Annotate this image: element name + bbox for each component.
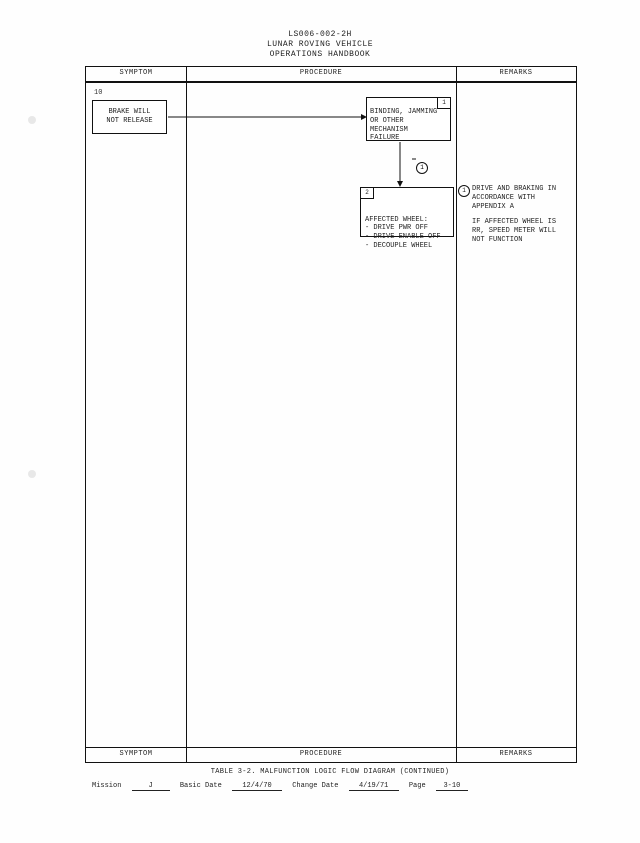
box1-text: BINDING, JAMMING OR OTHER MECHANISM FAIL… [370,108,447,143]
box-tag: 2 [360,187,374,199]
document-header: LS006-002-2H LUNAR ROVING VEHICLE OPERAT… [0,30,640,60]
punch-hole [28,470,36,478]
change-date-value: 4/19/71 [349,782,399,791]
mission-label: Mission [92,782,121,790]
remark-circle-icon: 1 [458,185,470,197]
mission-value: J [132,782,170,791]
table-caption: TABLE 3-2. MALFUNCTION LOGIC FLOW DIAGRA… [85,768,575,776]
remark-line-1: DRIVE AND BRAKING IN ACCORDANCE WITH APP… [472,185,570,212]
col-header-symptom: SYMPTOM [86,69,186,77]
punch-hole [28,116,36,124]
doc-title-2: OPERATIONS HANDBOOK [0,50,640,60]
column-divider [186,67,187,762]
page-label: Page [409,782,426,790]
procedure-box-2: 2 AFFECTED WHEEL: - DRIVE PWR OFF - DRIV… [360,187,454,237]
col-header-remarks: REMARKS [456,69,576,77]
item-number: 10 [94,89,102,97]
flow-arrows [86,67,576,762]
col-footer-remarks: REMARKS [456,750,576,758]
header-row: SYMPTOM PROCEDURE REMARKS [86,67,576,82]
doc-title-1: LUNAR ROVING VEHICLE [0,40,640,50]
basic-date-value: 12/4/70 [232,782,282,791]
col-footer-symptom: SYMPTOM [86,750,186,758]
symptom-box: BRAKE WILL NOT RELEASE [92,100,167,134]
symptom-text: BRAKE WILL NOT RELEASE [106,108,152,126]
table-frame: SYMPTOM PROCEDURE REMARKS SYMPTOM PROCED… [85,66,577,763]
box-tag: 1 [437,97,451,109]
footer-metadata: Mission J Basic Date 12/4/70 Change Date… [92,782,582,791]
remark-block: 1 DRIVE AND BRAKING IN ACCORDANCE WITH A… [472,185,570,246]
page: LS006-002-2H LUNAR ROVING VEHICLE OPERAT… [0,0,640,843]
col-header-procedure: PROCEDURE [186,69,456,77]
change-date-label: Change Date [292,782,338,790]
column-divider [456,67,457,762]
note-ref-circle: 1 [416,162,428,174]
basic-date-label: Basic Date [180,782,222,790]
box2-text: AFFECTED WHEEL: - DRIVE PWR OFF - DRIVE … [365,216,450,251]
doc-number: LS006-002-2H [0,30,640,40]
footer-row: SYMPTOM PROCEDURE REMARKS [86,747,576,762]
header-rule [86,81,576,83]
page-value: 3-10 [436,782,468,791]
remark-line-2: IF AFFECTED WHEEL IS RR, SPEED METER WIL… [472,218,570,245]
col-footer-procedure: PROCEDURE [186,750,456,758]
procedure-box-1: 1 BINDING, JAMMING OR OTHER MECHANISM FA… [366,97,451,141]
